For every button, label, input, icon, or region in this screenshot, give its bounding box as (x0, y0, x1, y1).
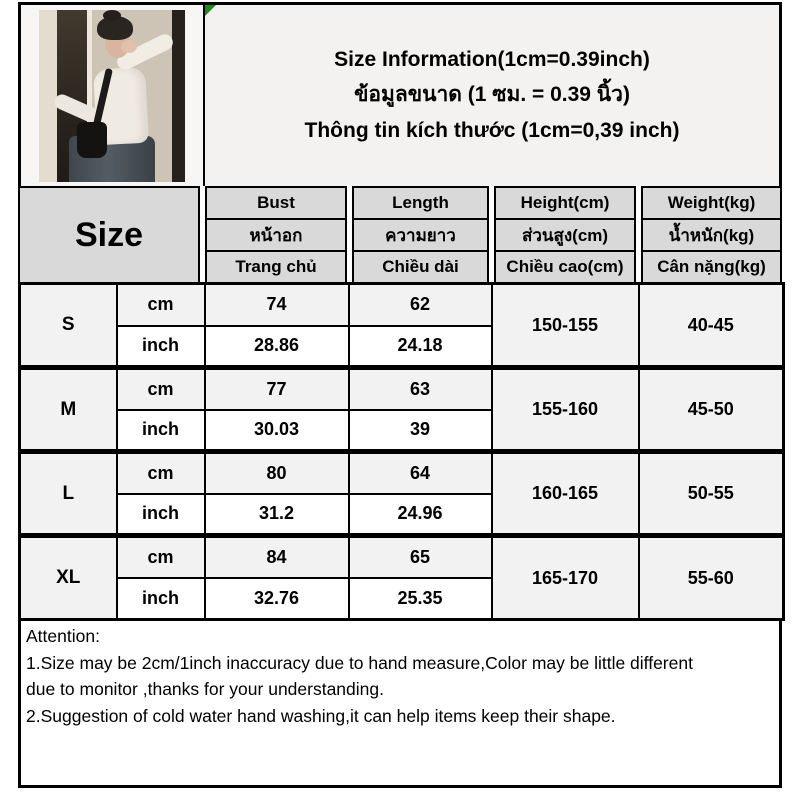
unit-inch: inch (115, 408, 206, 453)
unit-cm: cm (115, 449, 206, 495)
length-inch-s: 24.18 (347, 324, 493, 369)
height-m: 155-160 (490, 365, 640, 453)
header-bust-th: หน้าอก (205, 218, 347, 252)
header-height-vi: Chiều cao(cm) (494, 250, 636, 284)
table-row: M cm 77 63 155-160 45-50 (18, 365, 785, 453)
column-header-height: Height(cm) ส่วนสูง(cm) Chiều cao(cm) (494, 186, 636, 284)
unit-cm: cm (115, 533, 206, 579)
photo-dark-edge (172, 9, 185, 182)
size-chart-sheet: Size Information(1cm=0.39inch) ข้อมูลขนา… (18, 2, 785, 788)
size-column-header: Size (18, 186, 200, 284)
header-bust-vi: Trang chủ (205, 250, 347, 284)
size-label-m: M (18, 365, 118, 453)
size-data-table: S cm 74 62 150-155 40-45 inch 28.86 24.1… (18, 282, 785, 621)
column-header-bust: Bust หน้าอก Trang chủ (205, 186, 347, 284)
table-row: L cm 80 64 160-165 50-55 (18, 449, 785, 537)
bust-inch-xl: 32.76 (203, 576, 350, 621)
length-cm-s: 62 (347, 282, 493, 327)
bust-cm-l: 80 (203, 449, 350, 495)
bust-cm-m: 77 (203, 365, 350, 411)
photo-door-frame (87, 9, 92, 182)
column-header-weight: Weight(kg) น้ำหนัก(kg) Cân nặng(kg) (641, 186, 782, 284)
bust-inch-m: 30.03 (203, 408, 350, 453)
top-section: Size Information(1cm=0.39inch) ข้อมูลขนา… (18, 2, 782, 188)
table-row: inch 28.86 24.18 (20, 324, 784, 369)
attention-line-1: 1.Size may be 2cm/1inch inaccuracy due t… (26, 652, 693, 673)
header-weight-en: Weight(kg) (641, 186, 782, 220)
table-row: XL cm 84 65 165-170 55-60 (18, 533, 785, 621)
table-row: inch 32.76 25.35 (20, 576, 784, 621)
height-xl: 165-170 (490, 533, 640, 621)
bust-inch-s: 28.86 (203, 324, 350, 369)
attention-line-1b: due to monitor ,thanks for your understa… (26, 679, 384, 699)
attention-line-2: 2.Suggestion of cold water hand washing,… (26, 705, 616, 726)
header-height-en: Height(cm) (494, 186, 636, 220)
attention-box: Attention: 1.Size may be 2cm/1inch inacc… (18, 619, 782, 788)
weight-m: 45-50 (637, 365, 785, 453)
table-row: S cm 74 62 150-155 40-45 (18, 282, 785, 369)
weight-s: 40-45 (637, 282, 785, 369)
unit-inch: inch (115, 492, 206, 537)
size-label-l: L (18, 449, 118, 537)
title-vietnamese: Thông tin kích thước (1cm=0,39 inch) (304, 118, 680, 142)
title-thai: ข้อมูลขนาด (1 ซม. = 0.39 นิ้ว) (354, 83, 630, 107)
length-cm-xl: 65 (347, 533, 493, 579)
table-row: inch 30.03 39 (20, 408, 784, 453)
attention-title: Attention: (26, 626, 100, 646)
excel-corner-marker-icon (205, 5, 216, 16)
model-hand (121, 39, 137, 53)
header-length-th: ความยาว (352, 218, 489, 252)
unit-cm: cm (115, 282, 206, 327)
length-inch-l: 24.96 (347, 492, 493, 537)
length-inch-m: 39 (347, 408, 493, 453)
bust-cm-xl: 84 (203, 533, 350, 579)
unit-inch: inch (115, 576, 206, 621)
weight-xl: 55-60 (637, 533, 785, 621)
height-l: 160-165 (490, 449, 640, 537)
header-weight-th: น้ำหนัก(kg) (641, 218, 782, 252)
table-header: Size Bust หน้าอก Trang chủ Length ความยา… (18, 186, 782, 284)
header-height-th: ส่วนสูง(cm) (494, 218, 636, 252)
length-inch-xl: 25.35 (347, 576, 493, 621)
column-header-length: Length ความยาว Chiều dài (352, 186, 489, 284)
bust-inch-l: 31.2 (203, 492, 350, 537)
title-english: Size Information(1cm=0.39inch) (334, 48, 650, 72)
length-cm-l: 64 (347, 449, 493, 495)
photo-wall (39, 9, 57, 182)
photo-cell (21, 5, 205, 186)
header-length-vi: Chiều dài (352, 250, 489, 284)
header-weight-vi: Cân nặng(kg) (641, 250, 782, 284)
size-label-s: S (18, 282, 118, 369)
header-bust-en: Bust (205, 186, 347, 220)
bust-cm-s: 74 (203, 282, 350, 327)
length-cm-m: 63 (347, 365, 493, 411)
model-hair-bun (103, 9, 121, 21)
product-photo (39, 9, 185, 182)
title-cell: Size Information(1cm=0.39inch) ข้อมูลขนา… (205, 5, 779, 186)
weight-l: 50-55 (637, 449, 785, 537)
table-row: inch 31.2 24.96 (20, 492, 784, 537)
model-bag (77, 121, 107, 158)
unit-inch: inch (115, 324, 206, 369)
height-s: 150-155 (490, 282, 640, 369)
unit-cm: cm (115, 365, 206, 411)
size-label-xl: XL (18, 533, 118, 621)
header-length-en: Length (352, 186, 489, 220)
